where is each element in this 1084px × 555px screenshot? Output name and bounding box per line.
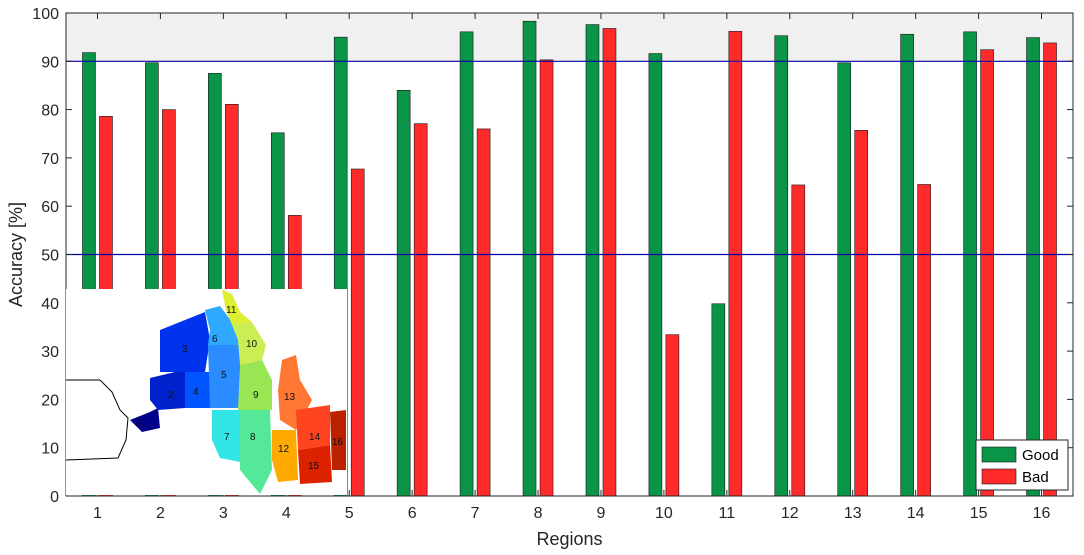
bar-good-region-7 (459, 31, 474, 497)
map-region-label-9: 9 (253, 390, 259, 401)
x-tick-label: 1 (93, 505, 102, 522)
y-tick-label: 70 (41, 151, 59, 168)
x-tick-label: 10 (655, 505, 673, 522)
map-region-label-4: 4 (193, 387, 199, 398)
map-region-label-2: 2 (168, 390, 174, 401)
shaded-band-90-100 (66, 13, 1073, 62)
bar-good-region-12 (774, 35, 789, 497)
map-region-label-14: 14 (309, 432, 321, 443)
x-tick-label: 4 (282, 505, 291, 522)
bar-bad-region-13 (854, 130, 869, 497)
bar-bad-region-11 (728, 31, 743, 497)
map-region-5 (208, 345, 244, 408)
map-region-label-3: 3 (182, 344, 188, 355)
bar-bad-region-15 (980, 49, 994, 497)
map-region-11 (222, 290, 252, 325)
map-region-3 (160, 312, 210, 372)
y-tick-label: 30 (41, 344, 59, 361)
legend-swatch-good (981, 446, 1017, 463)
map-region-label-12: 12 (278, 444, 290, 455)
x-tick-label: 3 (219, 505, 228, 522)
x-tick-label: 5 (345, 505, 354, 522)
map-region-15 (298, 445, 332, 484)
map-region-8 (240, 410, 272, 494)
legend-label-bad: Bad (1022, 469, 1049, 486)
reference-lines (66, 60, 1073, 256)
map-region-6 (205, 306, 240, 345)
y-tick-label: 40 (41, 296, 59, 313)
bar-bad-region-12 (791, 184, 806, 497)
map-region-2 (150, 372, 185, 410)
bar-bad-region-14 (917, 184, 931, 497)
map-region-4 (185, 372, 210, 408)
x-tick-label: 15 (970, 505, 988, 522)
x-axis-title: Regions (536, 529, 602, 549)
legend: Good Bad (975, 439, 1069, 491)
bar-good-region-14 (900, 33, 914, 497)
y-axis-ticks: 0 10 20 30 40 50 60 70 80 90 100 (32, 6, 1073, 506)
map-region-label-13: 13 (284, 392, 296, 403)
map-region-label-16: 16 (332, 437, 344, 448)
x-tick-label: 12 (781, 505, 799, 522)
bar-bad-region-7 (476, 128, 491, 497)
x-tick-label: 13 (844, 505, 862, 522)
y-tick-label: 0 (50, 489, 59, 506)
map-region-14 (296, 405, 330, 450)
bar-good-region-10 (648, 53, 663, 497)
y-tick-label: 50 (41, 248, 59, 265)
x-tick-label: 9 (597, 505, 606, 522)
map-region-12 (272, 430, 298, 482)
x-tick-label: 8 (534, 505, 543, 522)
bar-good-region-6 (396, 89, 411, 497)
map-region-label-8: 8 (250, 432, 256, 443)
bar-bad-region-16 (1043, 42, 1057, 497)
map-region-10 (232, 322, 266, 365)
y-tick-label: 80 (41, 103, 59, 120)
bar-good-region-16 (1026, 37, 1040, 497)
bar-bad-region-10 (665, 334, 680, 497)
y-axis-title: Accuracy [%] (6, 202, 26, 307)
bar-good-region-15 (963, 31, 977, 497)
y-tick-label: 60 (41, 199, 59, 216)
bar-bad-region-5 (350, 168, 365, 497)
map-region-label-11: 11 (226, 305, 237, 316)
bar-good-region-9 (585, 24, 600, 497)
bar-good-region-11 (711, 303, 726, 497)
y-tick-label: 100 (32, 6, 59, 23)
bar-good-region-8 (522, 20, 537, 497)
bar-bad-region-8 (539, 59, 554, 497)
map-region-16 (330, 410, 346, 470)
legend-swatch-bad (981, 468, 1017, 485)
map-region-label-5: 5 (221, 370, 227, 381)
map-region-7 (212, 410, 240, 462)
map-region-label-7: 7 (224, 432, 230, 443)
x-tick-label: 2 (156, 505, 165, 522)
map-region-label-10: 10 (246, 339, 258, 350)
x-tick-label: 11 (719, 505, 736, 522)
bar-bad-region-6 (413, 123, 428, 497)
x-tick-label: 7 (471, 505, 480, 522)
y-tick-label: 20 (41, 392, 59, 409)
map-region-9 (238, 360, 272, 410)
bar-bad-region-9 (602, 28, 617, 497)
x-tick-label: 16 (1033, 505, 1051, 522)
x-axis-ticks: 1 2 3 4 5 6 7 8 9 10 11 12 13 14 15 16 (93, 13, 1051, 522)
y-tick-label: 90 (41, 54, 59, 71)
y-tick-label: 10 (41, 441, 59, 458)
x-tick-label: 6 (408, 505, 417, 522)
map-region-1 (130, 408, 160, 432)
boundary-outline (65, 379, 129, 461)
legend-label-good: Good (1022, 447, 1059, 464)
bar-good-region-13 (837, 62, 852, 497)
map-region-label-6: 6 (212, 334, 218, 345)
map-region-label-15: 15 (308, 461, 320, 472)
x-tick-label: 14 (907, 505, 925, 522)
map-region-label-1: 1 (136, 417, 142, 428)
